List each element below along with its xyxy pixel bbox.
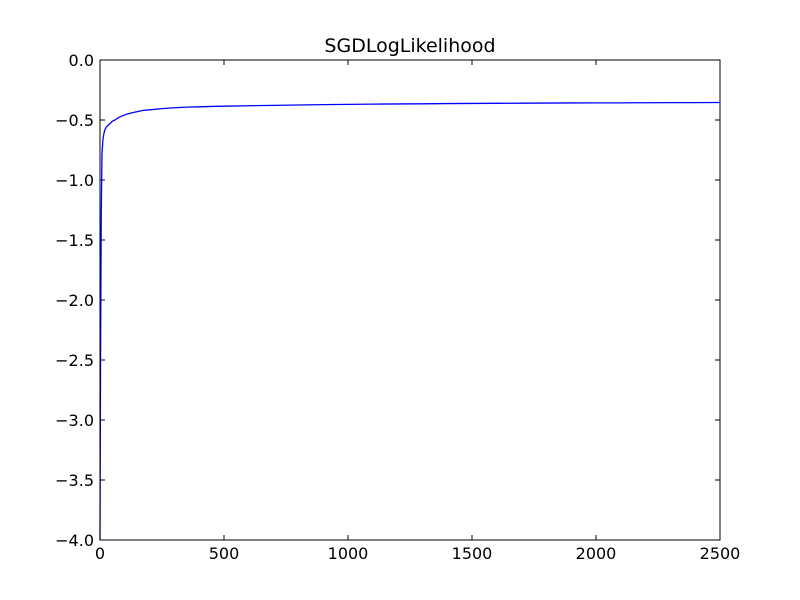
y-tick-label: −3.5 bbox=[55, 471, 94, 490]
y-tick-label: −4.0 bbox=[55, 531, 94, 550]
x-tick-label: 0 bbox=[95, 544, 105, 563]
x-tick-label: 2000 bbox=[576, 544, 617, 563]
y-tick-label: −2.0 bbox=[55, 291, 94, 310]
tick-labels-layer: 0 500 1000 1500 2000 2500 0.0 −0.5 −1.0 −1.5 −2.0 −… bbox=[55, 51, 740, 563]
x-tick-label: 2500 bbox=[700, 544, 741, 563]
y-tick-label: −1.5 bbox=[55, 231, 94, 250]
x-tick-label: 1500 bbox=[452, 544, 493, 563]
y-tick-label: −0.5 bbox=[55, 111, 94, 130]
x-tick-label: 1000 bbox=[328, 544, 369, 563]
y-tick-label: 0.0 bbox=[69, 51, 94, 70]
plot-frame bbox=[99, 59, 721, 541]
y-tick-label: −1.0 bbox=[55, 171, 94, 190]
x-tick-label: 500 bbox=[209, 544, 240, 563]
chart-title: SGDLogLikelihood bbox=[324, 35, 495, 57]
y-tick-label: −2.5 bbox=[55, 351, 94, 370]
y-tick-label: −3.0 bbox=[55, 411, 94, 430]
series-layer bbox=[99, 101, 721, 541]
plot-area bbox=[100, 60, 720, 540]
series-line bbox=[99, 101, 721, 541]
